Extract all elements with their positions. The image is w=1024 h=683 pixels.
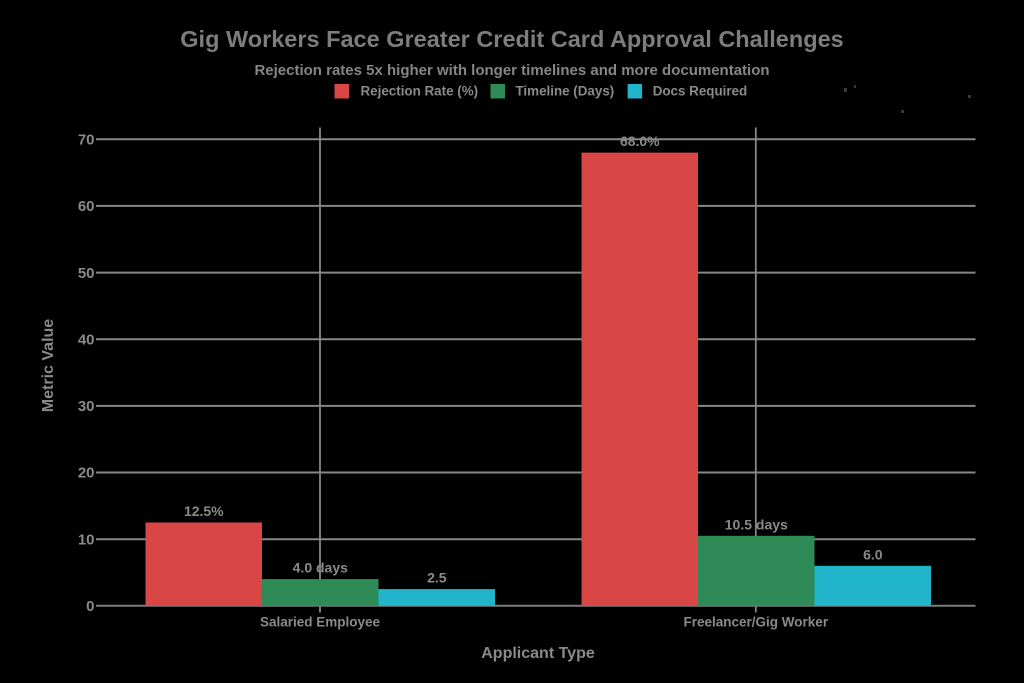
svg-text:Docs Required: Docs Required — [653, 84, 748, 99]
svg-text:Rejection rates 5x higher with: Rejection rates 5x higher with longer ti… — [254, 62, 769, 79]
svg-text:20: 20 — [78, 465, 95, 482]
svg-text:Rejection Rate (%): Rejection Rate (%) — [361, 84, 479, 99]
svg-text:Freelancer/Gig Worker: Freelancer/Gig Worker — [684, 615, 829, 630]
svg-text:30: 30 — [78, 398, 95, 415]
svg-text:Gig Workers Face Greater Credi: Gig Workers Face Greater Credit Card App… — [180, 26, 843, 52]
svg-text:68.0%: 68.0% — [620, 133, 660, 149]
svg-text:2.5: 2.5 — [427, 570, 447, 586]
svg-text:40: 40 — [78, 331, 95, 348]
svg-text:4.0 days: 4.0 days — [293, 560, 348, 576]
svg-text:10: 10 — [78, 531, 95, 548]
svg-text:70: 70 — [78, 132, 95, 149]
svg-text:12.5%: 12.5% — [184, 503, 224, 519]
svg-text:Metric Value: Metric Value — [40, 319, 57, 412]
svg-text:Timeline (Days): Timeline (Days) — [516, 84, 615, 99]
svg-text:50: 50 — [78, 265, 95, 282]
svg-text:Salaried Employee: Salaried Employee — [260, 615, 381, 630]
svg-text:10.5 days: 10.5 days — [725, 516, 788, 532]
svg-text:Applicant Type: Applicant Type — [481, 645, 595, 662]
svg-text:60: 60 — [78, 198, 95, 215]
svg-text:0: 0 — [86, 598, 94, 615]
svg-text:6.0: 6.0 — [863, 546, 883, 562]
